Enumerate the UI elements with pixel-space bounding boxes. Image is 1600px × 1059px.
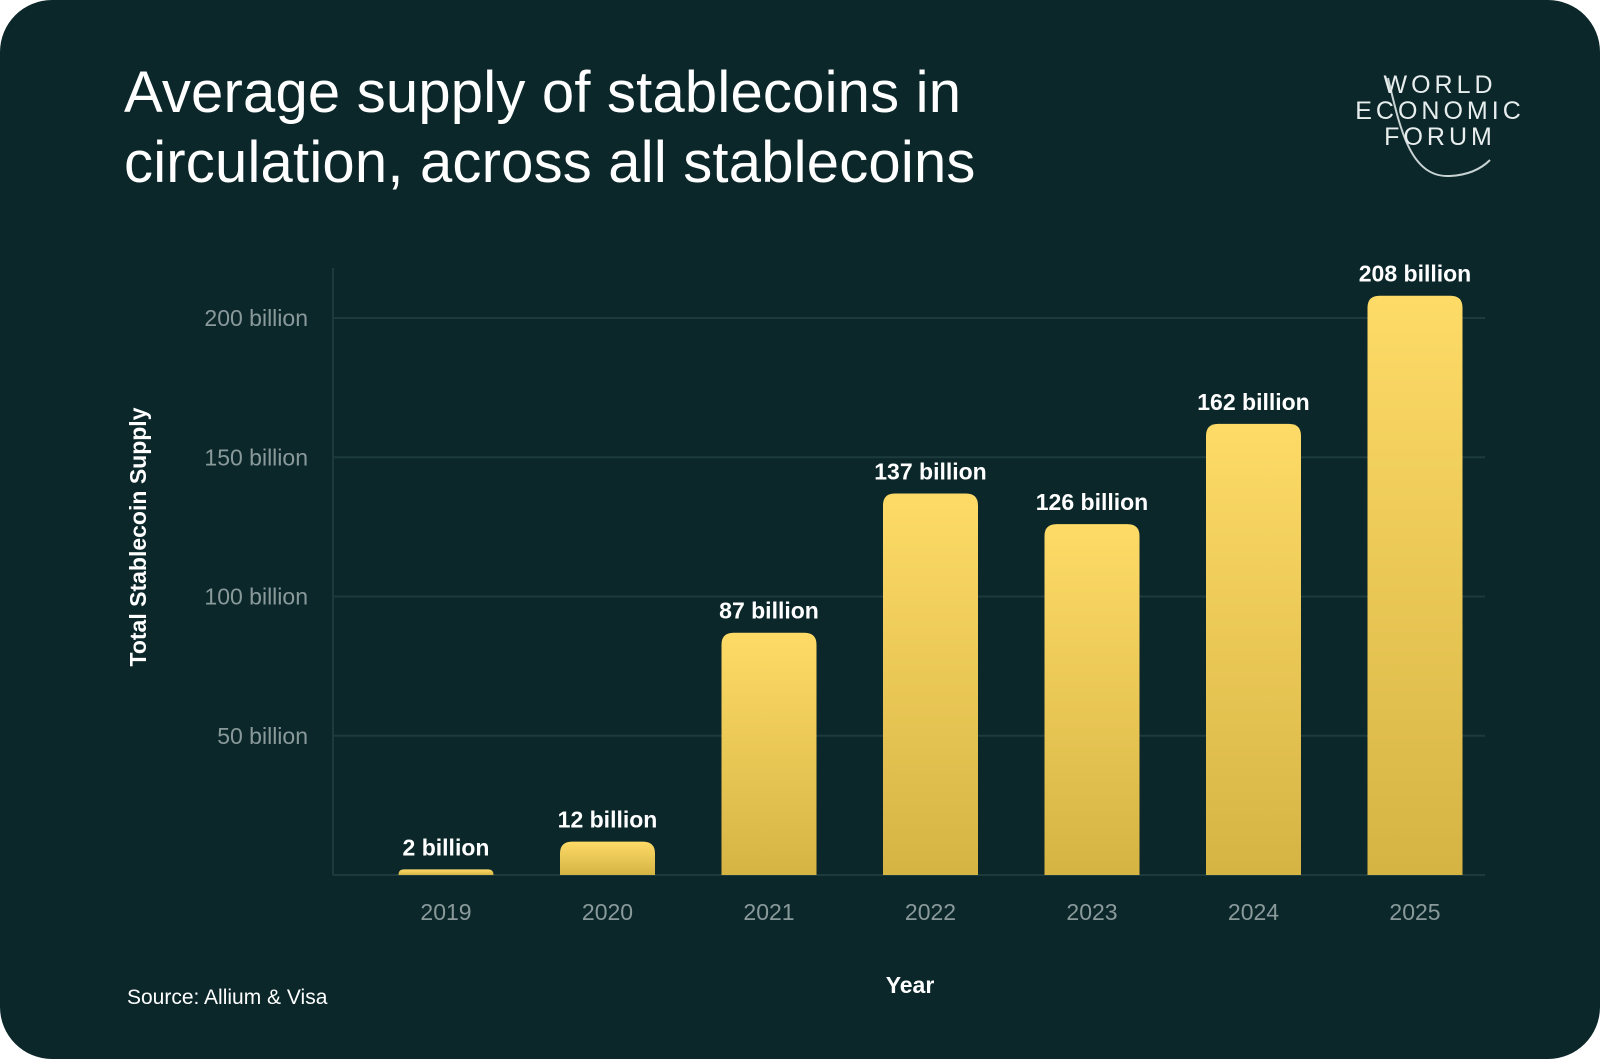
y-tick-label: 100 billion (204, 584, 308, 610)
world-economic-forum-logo: WORLD ECONOMIC FORUM (1340, 68, 1540, 188)
bar-2025 (1367, 295, 1463, 876)
bar-2023 (1044, 524, 1140, 875)
chart-title: Average supply of stablecoins in circula… (124, 58, 1124, 198)
y-axis-title: Total Stablecoin Supply (125, 407, 151, 666)
bar-value-label: 162 billion (1197, 389, 1309, 415)
bar-value-label: 126 billion (1036, 489, 1148, 515)
y-tick-label: 150 billion (204, 444, 308, 470)
x-tick-label: 2019 (420, 899, 471, 925)
x-tick-label: 2022 (905, 899, 956, 925)
title-line-2: circulation, across all stablecoins (124, 130, 976, 195)
x-tick-label: 2025 (1389, 899, 1440, 925)
bar-value-label: 12 billion (558, 807, 658, 833)
bar-2020 (560, 841, 655, 875)
logo-line-forum: FORUM (1384, 123, 1496, 151)
bar-2021 (721, 632, 817, 875)
bar-value-label: 208 billion (1359, 261, 1471, 287)
bar-2019 (398, 869, 494, 875)
bar-value-label: 87 billion (719, 598, 819, 624)
logo-line-world: WORLD (1383, 71, 1497, 99)
logo-line-economic: ECONOMIC (1355, 97, 1525, 125)
x-tick-label: 2023 (1066, 899, 1117, 925)
bar-value-label: 137 billion (874, 458, 986, 484)
x-tick-label: 2021 (743, 899, 794, 925)
x-tick-label: 2020 (582, 899, 633, 925)
bar-2024 (1206, 423, 1301, 875)
y-tick-label: 200 billion (204, 305, 308, 331)
y-tick-label: 50 billion (217, 723, 308, 749)
title-line-1: Average supply of stablecoins in (124, 60, 962, 125)
x-tick-label: 2024 (1228, 899, 1279, 925)
source-note: Source: Allium & Visa (127, 986, 328, 1009)
bar-value-label: 2 billion (403, 834, 490, 860)
bar-2022 (883, 493, 978, 875)
x-axis-title: Year (886, 972, 935, 998)
logo-arc-icon (1387, 77, 1491, 178)
